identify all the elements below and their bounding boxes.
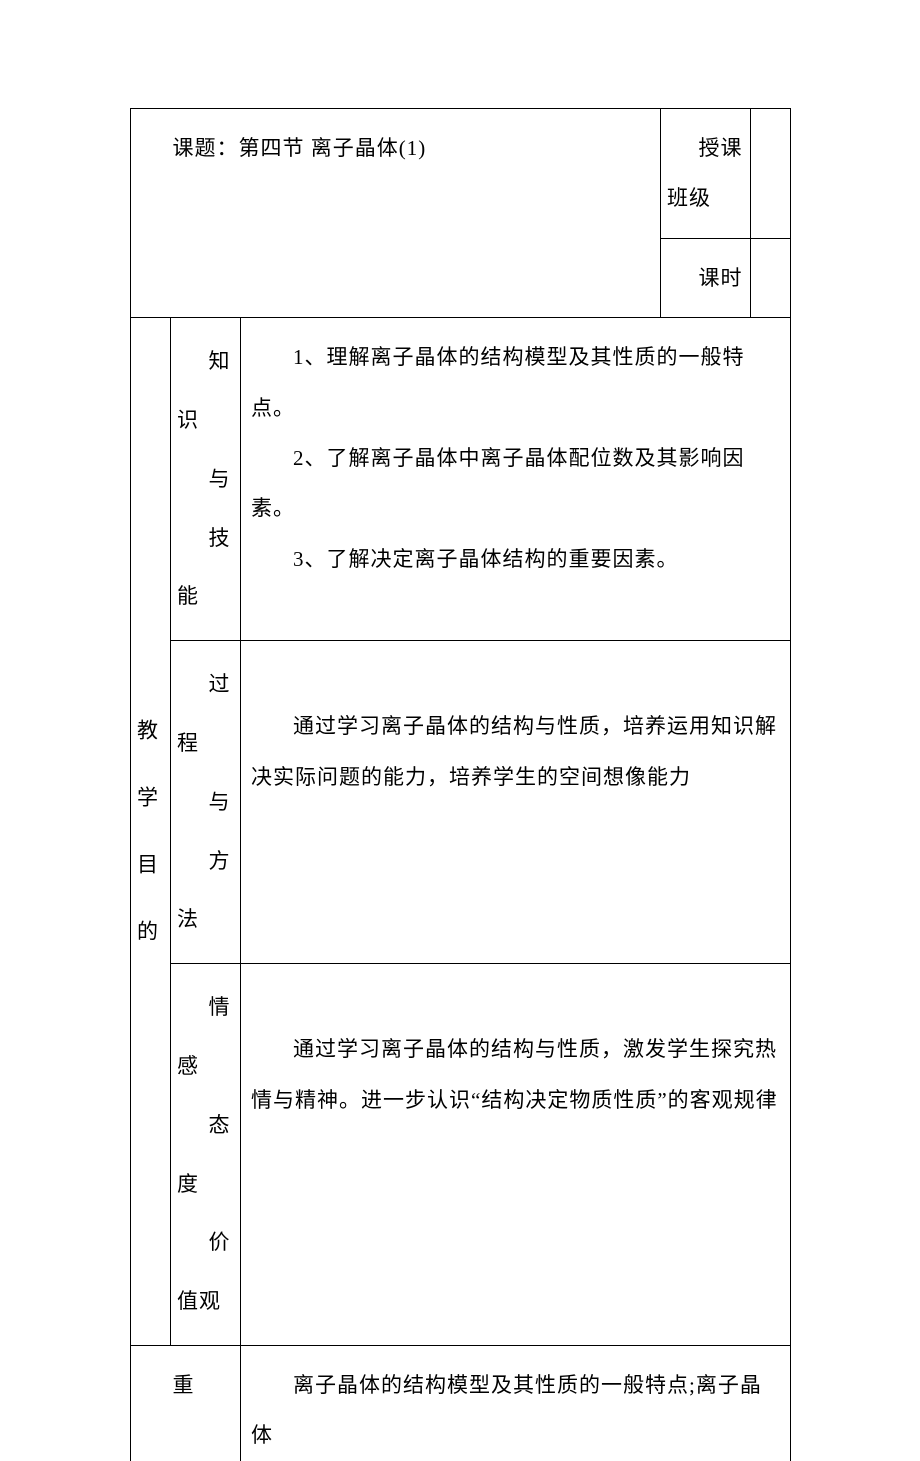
period-value-cell	[751, 238, 791, 317]
process-content-cell: 通过学习离子晶体的结构与性质，培养运用知识解决实际问题的能力，培养学生的空间想像…	[241, 641, 791, 964]
goals-column-label: 教 学 目 的	[137, 697, 159, 966]
process-content: 通过学习离子晶体的结构与性质，培养运用知识解决实际问题的能力，培养学生的空间想像…	[251, 701, 780, 802]
knowledge-content-cell: 1、理解离子晶体的结构模型及其性质的一般特点。 2、了解离子晶体中离子晶体配位数…	[241, 318, 791, 641]
lesson-plan-table: 课题：第四节 离子晶体(1) 授课班级 课时 教 学 目 的	[130, 108, 791, 1461]
period-label: 课时	[667, 253, 744, 303]
topic-value: 第四节 离子晶体(1)	[239, 136, 427, 160]
period-label-cell: 课时	[661, 238, 751, 317]
class-label: 授课班级	[667, 123, 744, 224]
process-label-cell: 过 程 与 方 法	[171, 641, 241, 964]
topic-cell: 课题：第四节 离子晶体(1)	[131, 109, 661, 318]
keypoint-label: 重	[141, 1360, 230, 1410]
knowledge-label-cell: 知 识 与 技 能	[171, 318, 241, 641]
emotion-content-cell: 通过学习离子晶体的结构与性质，激发学生探究热情与精神。进一步认识“结构决定物质性…	[241, 964, 791, 1346]
topic-label: 课题：	[173, 136, 239, 160]
class-label-cell: 授课班级	[661, 109, 751, 239]
emotion-label-cell: 情 感 态 度 价 值观	[171, 964, 241, 1346]
keypoint-label-cell: 重	[131, 1345, 241, 1460]
knowledge-line-2: 2、了解离子晶体中离子晶体配位数及其影响因素。	[251, 433, 780, 534]
goals-column: 教 学 目 的	[131, 318, 171, 1346]
knowledge-line-1: 1、理解离子晶体的结构模型及其性质的一般特点。	[251, 332, 780, 433]
keypoint-content-cell: 离子晶体的结构模型及其性质的一般特点;离子晶体	[241, 1345, 791, 1460]
emotion-content: 通过学习离子晶体的结构与性质，激发学生探究热情与精神。进一步认识“结构决定物质性…	[251, 1024, 780, 1125]
knowledge-line-3: 3、了解决定离子晶体结构的重要因素。	[251, 534, 780, 584]
keypoint-content: 离子晶体的结构模型及其性质的一般特点;离子晶体	[251, 1360, 780, 1461]
class-value-cell	[751, 109, 791, 239]
